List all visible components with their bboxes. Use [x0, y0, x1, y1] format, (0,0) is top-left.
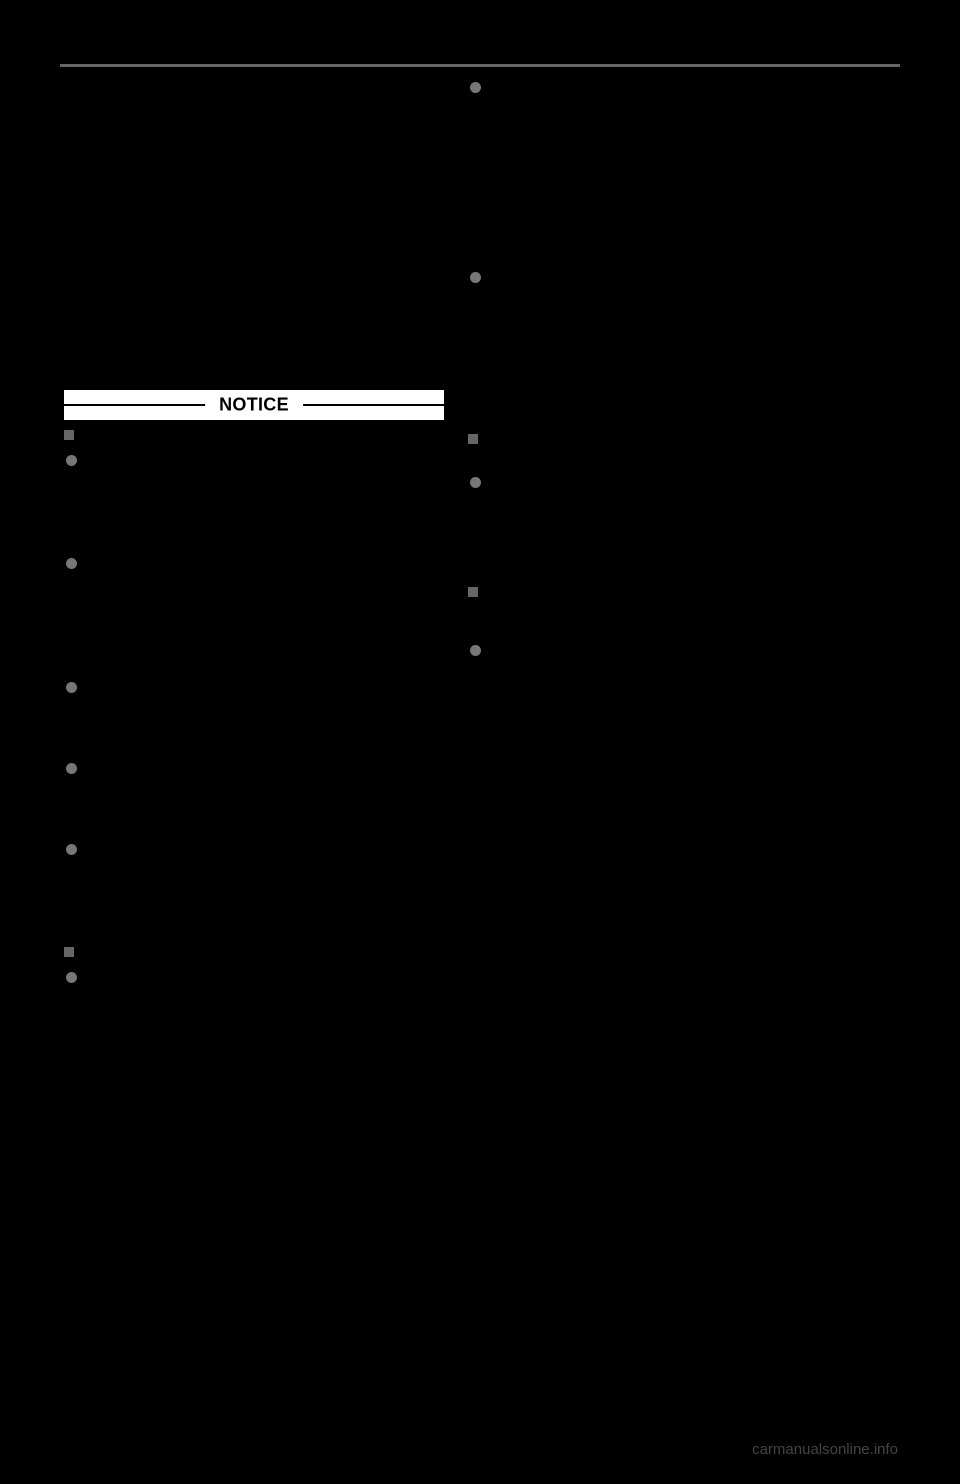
circle-bullet-icon — [470, 272, 481, 283]
right-column: 2WD models: Never tow this vehicle from … — [468, 78, 848, 744]
section4-bullet-0: When raising the vehicle, ensure adequat… — [468, 641, 848, 728]
section4-bullet-0-text: When raising the vehicle, ensure adequat… — [489, 641, 848, 728]
section1-title: When towing the vehicle (Except hybrid v… — [80, 426, 423, 443]
section1-bullet-3-text: 4WD models: Never tow this vehicle with … — [85, 759, 444, 824]
section2-title: When towing the vehicle (hybrid vehicle) — [80, 943, 370, 960]
square-bullet-icon — [64, 430, 74, 440]
section4-title: To prevent damage to the vehicle when to… — [484, 575, 848, 609]
section1-bullet-4-text: 2WD models with a manual transmission: N… — [85, 840, 444, 927]
right-cont-bullet-0-text: 2WD models: Never tow this vehicle from … — [489, 78, 848, 252]
circle-bullet-icon — [470, 82, 481, 93]
section1-bullet-2-text: 2WD models with a Multidrive: Never tow … — [85, 678, 444, 743]
circle-bullet-icon — [66, 558, 77, 569]
section3-bullet-0: 2WD models with a manual transmission: W… — [468, 473, 848, 560]
square-bullet-icon — [468, 587, 478, 597]
notice-label: NOTICE — [205, 395, 303, 416]
circle-bullet-icon — [66, 844, 77, 855]
section-header-2: When towing the vehicle (hybrid vehicle) — [64, 943, 444, 960]
circle-bullet-icon — [66, 763, 77, 774]
section1-bullet-2: 2WD models with a Multidrive: Never tow … — [64, 678, 444, 743]
content-spacer — [64, 100, 444, 390]
section-header-1: When towing the vehicle (Except hybrid v… — [64, 426, 444, 443]
section1-bullet-3: 4WD models: Never tow this vehicle with … — [64, 759, 444, 824]
watermark: carmanualsonline.info — [752, 1441, 898, 1458]
circle-bullet-icon — [470, 645, 481, 656]
square-bullet-icon — [64, 947, 74, 957]
circle-bullet-icon — [66, 972, 77, 983]
section-header-3: To prevent damage to the vehicle when to… — [468, 414, 848, 465]
circle-bullet-icon — [66, 682, 77, 693]
section1-bullet-4: 2WD models with a manual transmission: N… — [64, 840, 444, 927]
section1-bullet-0-text: Be sure to transport the vehicle with al… — [85, 451, 444, 538]
section1-bullet-0: Be sure to transport the vehicle with al… — [64, 451, 444, 538]
right-cont-bullet-0: 2WD models: Never tow this vehicle from … — [468, 78, 848, 252]
notice-banner: NOTICE — [64, 390, 444, 420]
section1-bullet-1: The vehicle may be transported with the … — [64, 554, 444, 662]
section2-bullet-0-text: Be sure to transport the vehicle with al… — [85, 968, 444, 1098]
right-cont-bullet-1: 4WD models: Never tow this vehicle with … — [468, 268, 848, 398]
circle-bullet-icon — [470, 477, 481, 488]
section2-bullet-0: Be sure to transport the vehicle with al… — [64, 968, 444, 1098]
square-bullet-icon — [468, 434, 478, 444]
header-rule — [60, 64, 900, 67]
section1-bullet-1-text: The vehicle may be transported with the … — [85, 554, 444, 662]
section3-title: To prevent damage to the vehicle when to… — [484, 414, 848, 465]
section4-sub: 2WD models — [468, 619, 848, 635]
right-cont-bullet-1-text: 4WD models: Never tow this vehicle with … — [489, 268, 848, 398]
page: 556 7-1. Essential information 7 NOTICE … — [0, 0, 960, 1484]
section-header-4: To prevent damage to the vehicle when to… — [468, 575, 848, 609]
left-column: NOTICE When towing the vehicle (Except h… — [64, 100, 444, 1114]
circle-bullet-icon — [66, 455, 77, 466]
section3-bullet-0-text: 2WD models with a manual transmission: W… — [489, 473, 848, 560]
